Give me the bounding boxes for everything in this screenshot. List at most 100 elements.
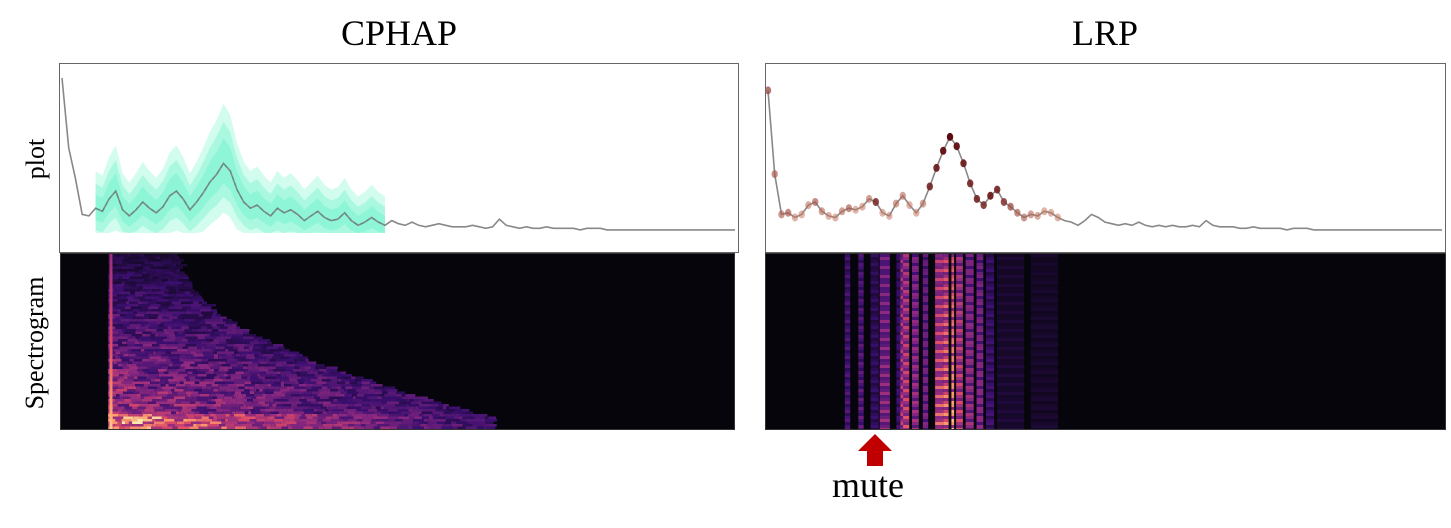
spectrogram-cell (226, 371, 236, 374)
spectrogram-cell (215, 394, 225, 397)
relevance-stripe (956, 395, 963, 398)
relevance-stripe (900, 428, 904, 429)
relevance-stripe (844, 374, 851, 377)
relevance-stripe (951, 338, 955, 341)
relevance-stripe (896, 380, 901, 383)
mute-arrow-icon (858, 434, 892, 466)
spectrogram-cell (357, 419, 363, 422)
relevance-stripe (870, 257, 879, 260)
spectrogram-cell (201, 416, 209, 419)
spectrogram-cell (447, 409, 455, 412)
spectrogram-cell (342, 424, 349, 427)
spectrogram-cell (322, 401, 331, 404)
spectrogram-cell (176, 399, 187, 402)
spectrogram-cell (175, 319, 184, 322)
spectrogram-cell (298, 424, 306, 427)
relevance-stripe (901, 392, 910, 395)
spectrogram-cell (462, 424, 473, 427)
relevance-stripe (922, 323, 929, 326)
relevance-stripe (900, 338, 904, 341)
spectrogram-cell (423, 414, 433, 417)
spectrogram-cell (143, 266, 151, 269)
relevance-stripe (976, 335, 984, 338)
relevance-stripe (879, 332, 890, 335)
relevance-stripe (965, 263, 974, 266)
spectrogram-cell (315, 366, 327, 369)
spectrogram-cell (229, 399, 237, 402)
spectrogram-cell (273, 344, 284, 347)
relevance-stripe (951, 320, 955, 323)
spectrogram-cell (299, 419, 310, 422)
spectrogram-cell (201, 386, 207, 389)
spectrogram-cell (125, 421, 129, 424)
spectrogram-cell (123, 416, 134, 419)
spectrogram-cell (118, 291, 131, 294)
spectrogram-cell (423, 409, 436, 412)
relevance-stripe (951, 293, 955, 296)
spectrogram-cell (202, 301, 207, 304)
spectrogram-cell (151, 331, 155, 334)
relevance-stripe (1030, 266, 1058, 269)
spectrogram-cell (139, 351, 146, 354)
relevance-stripe (935, 425, 944, 428)
relevance-stripe (956, 374, 963, 377)
relevance-stripe (956, 419, 963, 422)
relevance-stripe (900, 275, 904, 278)
relevance-stripe (844, 341, 851, 344)
spectrogram-cell (178, 299, 186, 302)
spectrogram-cell (208, 361, 218, 364)
spectrogram-cell (171, 279, 179, 282)
relevance-stripe (870, 362, 879, 365)
relevance-stripe (896, 383, 901, 386)
spectrogram-cell (177, 426, 190, 429)
spectrogram-cell (208, 359, 215, 362)
relevance-stripe (858, 422, 864, 425)
relevance-stripe (956, 338, 963, 341)
spectrogram-cell (179, 274, 188, 277)
spectrogram-cell (249, 341, 260, 344)
relevance-stripe (996, 287, 1025, 290)
spectrogram-cell (138, 366, 147, 369)
relevance-stripe (844, 281, 851, 284)
relevance-stripe (935, 428, 944, 429)
relevance-stripe (976, 368, 984, 371)
spectrogram-cell (139, 299, 152, 302)
spectrogram-cell (224, 346, 233, 349)
relevance-stripe (858, 398, 864, 401)
relevance-point (1007, 202, 1014, 211)
spectrogram-cell (160, 256, 168, 259)
spectrogram-cell (276, 361, 287, 364)
relevance-stripe (879, 305, 890, 308)
relevance-stripe (956, 263, 963, 266)
relevance-stripe (986, 272, 995, 275)
spectrogram-cell (241, 359, 249, 362)
spectrogram-cell (336, 421, 341, 424)
spectrogram-cell (428, 421, 438, 424)
spectrogram-cell (120, 266, 130, 269)
spectrogram-cell (273, 389, 281, 392)
relevance-stripe (965, 350, 974, 353)
spectrogram-cell (195, 334, 207, 337)
spectrogram-cell (153, 406, 164, 409)
spectrogram-cell (188, 416, 195, 419)
spectrogram-cell (227, 344, 235, 347)
relevance-stripe (943, 377, 949, 380)
relevance-stripe (956, 407, 963, 410)
relevance-stripe (951, 398, 955, 401)
spectrogram-cell (148, 259, 153, 262)
spectrogram-cell (288, 376, 301, 379)
relevance-stripe (879, 383, 890, 386)
spectrogram-cell (238, 351, 251, 354)
relevance-point (940, 146, 947, 155)
relevance-point (967, 179, 974, 188)
relevance-stripe (896, 404, 901, 407)
spectrogram-cell (409, 419, 414, 422)
spectrogram-cell (185, 404, 197, 407)
relevance-stripe (870, 383, 879, 386)
spectrogram-cell (124, 284, 130, 287)
onset-column (109, 316, 113, 319)
relevance-stripe (943, 356, 949, 359)
relevance-stripe (912, 419, 919, 422)
spectrogram-cell (262, 394, 267, 397)
spectrogram-cell (162, 284, 167, 287)
